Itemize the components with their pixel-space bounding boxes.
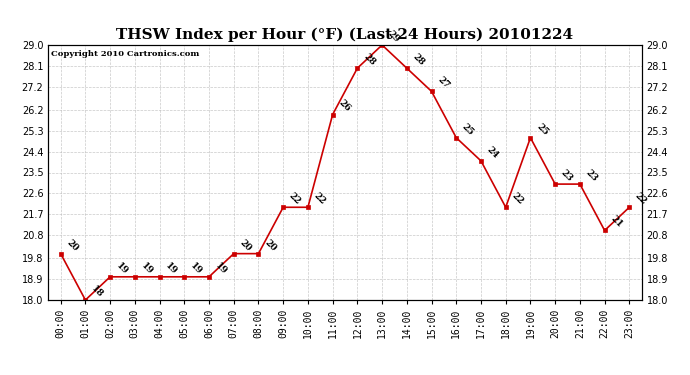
Text: 22: 22 [633,191,649,207]
Text: 25: 25 [535,122,550,137]
Text: 23: 23 [560,168,575,183]
Text: 25: 25 [460,122,475,137]
Text: 29: 29 [386,29,402,44]
Text: 21: 21 [609,214,624,230]
Text: 19: 19 [188,261,204,276]
Text: 24: 24 [485,145,500,160]
Text: 22: 22 [510,191,525,207]
Text: 28: 28 [411,52,426,68]
Text: 19: 19 [164,261,179,276]
Text: Copyright 2010 Cartronics.com: Copyright 2010 Cartronics.com [51,50,199,58]
Text: 22: 22 [312,191,327,207]
Text: 23: 23 [584,168,600,183]
Text: 20: 20 [263,238,278,253]
Text: 22: 22 [287,191,302,207]
Text: 20: 20 [65,238,80,253]
Text: 20: 20 [238,238,253,253]
Text: 26: 26 [337,99,352,114]
Text: 19: 19 [139,261,155,276]
Text: 18: 18 [90,284,105,299]
Text: 27: 27 [435,75,451,91]
Text: 19: 19 [213,261,228,276]
Title: THSW Index per Hour (°F) (Last 24 Hours) 20101224: THSW Index per Hour (°F) (Last 24 Hours)… [117,28,573,42]
Text: 19: 19 [115,261,130,276]
Text: 28: 28 [362,52,377,68]
